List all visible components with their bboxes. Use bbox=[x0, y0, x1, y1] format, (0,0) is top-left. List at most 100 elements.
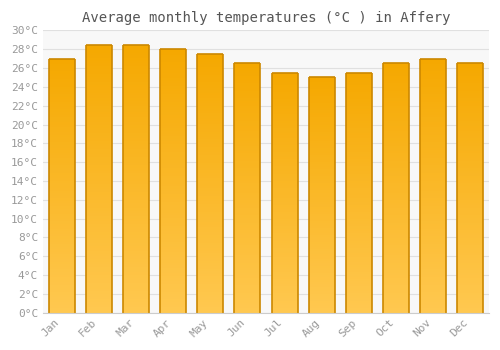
Bar bbox=[86, 270, 112, 272]
Bar bbox=[197, 284, 223, 287]
Bar bbox=[234, 111, 260, 113]
Bar bbox=[197, 70, 223, 72]
Bar bbox=[86, 176, 112, 178]
Bar bbox=[123, 232, 149, 235]
Bar bbox=[197, 176, 223, 178]
Bar bbox=[272, 128, 297, 130]
Bar bbox=[383, 270, 409, 273]
Bar bbox=[272, 195, 297, 197]
Bar bbox=[420, 241, 446, 244]
Bar bbox=[86, 178, 112, 181]
Bar bbox=[308, 148, 334, 150]
Bar bbox=[346, 293, 372, 296]
Bar bbox=[420, 163, 446, 165]
Bar bbox=[458, 208, 483, 210]
Bar bbox=[123, 44, 149, 47]
Bar bbox=[160, 76, 186, 78]
Bar bbox=[383, 203, 409, 205]
Bar bbox=[123, 112, 149, 114]
Bar bbox=[160, 70, 186, 73]
Bar bbox=[308, 292, 334, 294]
Bar bbox=[234, 220, 260, 223]
Bar bbox=[420, 247, 446, 249]
Bar bbox=[308, 214, 334, 216]
Bar bbox=[234, 233, 260, 235]
Bar bbox=[346, 222, 372, 224]
Bar bbox=[346, 152, 372, 154]
Bar bbox=[383, 310, 409, 313]
Bar bbox=[458, 150, 483, 153]
Bar bbox=[197, 132, 223, 134]
Bar bbox=[308, 200, 334, 202]
Bar bbox=[308, 270, 334, 273]
Bar bbox=[48, 188, 74, 191]
Bar bbox=[234, 193, 260, 196]
Bar bbox=[272, 212, 297, 214]
Bar bbox=[420, 298, 446, 300]
Bar bbox=[86, 272, 112, 275]
Bar bbox=[272, 174, 297, 176]
Bar bbox=[346, 200, 372, 202]
Bar bbox=[197, 188, 223, 191]
Bar bbox=[160, 57, 186, 60]
Bar bbox=[346, 190, 372, 193]
Bar bbox=[383, 186, 409, 188]
Bar bbox=[458, 68, 483, 71]
Bar bbox=[48, 150, 74, 153]
Bar bbox=[234, 138, 260, 141]
Bar bbox=[86, 294, 112, 296]
Bar bbox=[383, 295, 409, 298]
Bar bbox=[86, 170, 112, 173]
Bar bbox=[86, 195, 112, 197]
Bar bbox=[420, 282, 446, 285]
Bar bbox=[48, 120, 74, 122]
Bar bbox=[234, 263, 260, 265]
Bar bbox=[48, 234, 74, 237]
Bar bbox=[458, 111, 483, 113]
Bar bbox=[346, 99, 372, 102]
Bar bbox=[123, 154, 149, 157]
Bar bbox=[383, 141, 409, 143]
Bar bbox=[272, 193, 297, 195]
Bar bbox=[420, 254, 446, 257]
Bar bbox=[160, 126, 186, 128]
Bar bbox=[308, 125, 334, 127]
Bar bbox=[346, 176, 372, 178]
Bar bbox=[86, 181, 112, 184]
Bar bbox=[346, 197, 372, 200]
Bar bbox=[383, 196, 409, 198]
Bar bbox=[308, 211, 334, 214]
Bar bbox=[383, 173, 409, 176]
Bar bbox=[308, 103, 334, 106]
Bar bbox=[123, 96, 149, 98]
Bar bbox=[160, 289, 186, 292]
Bar bbox=[48, 229, 74, 231]
Bar bbox=[48, 165, 74, 168]
Bar bbox=[383, 168, 409, 170]
Bar bbox=[160, 189, 186, 191]
Bar bbox=[123, 168, 149, 170]
Bar bbox=[160, 168, 186, 170]
Bar bbox=[160, 292, 186, 294]
Bar bbox=[86, 267, 112, 270]
Bar bbox=[48, 130, 74, 132]
Bar bbox=[272, 207, 297, 210]
Bar bbox=[308, 120, 334, 122]
Bar bbox=[272, 157, 297, 159]
Bar bbox=[420, 114, 446, 117]
Bar bbox=[308, 273, 334, 275]
Bar bbox=[420, 160, 446, 163]
Bar bbox=[308, 254, 334, 256]
Bar bbox=[160, 160, 186, 162]
Bar bbox=[346, 169, 372, 171]
Bar bbox=[383, 121, 409, 123]
Bar bbox=[420, 214, 446, 216]
Bar bbox=[123, 114, 149, 117]
Bar bbox=[420, 59, 446, 61]
Bar bbox=[160, 62, 186, 65]
Bar bbox=[86, 222, 112, 224]
Bar bbox=[197, 54, 223, 57]
Bar bbox=[48, 89, 74, 92]
Bar bbox=[383, 91, 409, 93]
Bar bbox=[346, 214, 372, 217]
